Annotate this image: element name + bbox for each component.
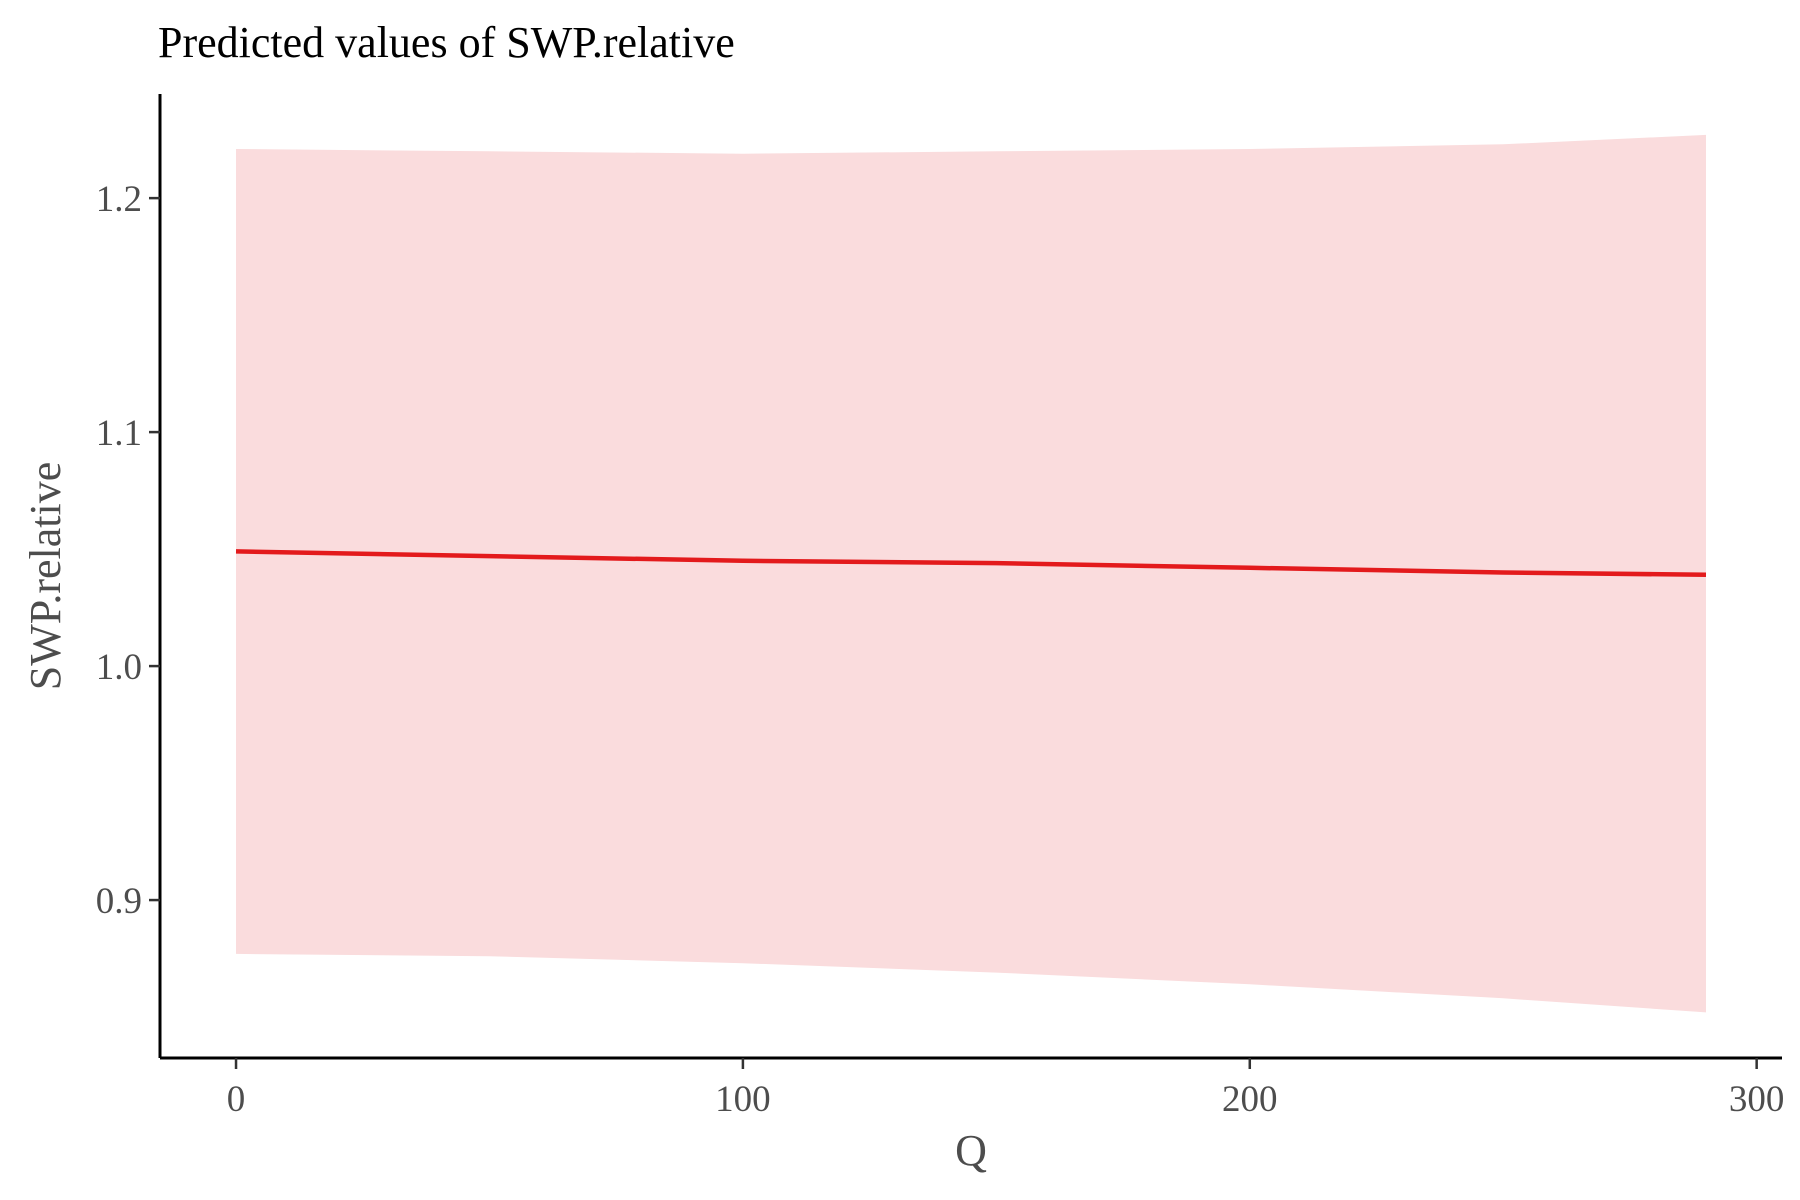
x-tick-label: 100	[715, 1079, 771, 1120]
x-tick-label: 300	[1729, 1079, 1785, 1120]
x-axis: 0 100 200 300	[227, 1058, 1785, 1120]
x-tick-label: 200	[1222, 1079, 1278, 1120]
x-axis-title: Q	[955, 1126, 987, 1175]
predicted-line-0	[235, 549, 1707, 578]
y-axis: 0.9 1.0 1.1 1.2	[96, 179, 160, 922]
y-tick-label: 1.0	[96, 647, 142, 688]
chart-title: Predicted values of SWP.relative	[158, 18, 735, 67]
plot-area	[235, 134, 1707, 1013]
x-tick-label: 0	[227, 1079, 246, 1120]
y-tick-label: 1.1	[96, 413, 142, 454]
y-axis-title: SWP.relative	[21, 462, 70, 691]
confidence-band-0	[236, 134, 1706, 1013]
y-tick-label: 0.9	[96, 881, 142, 922]
y-tick-label: 1.2	[96, 179, 142, 220]
